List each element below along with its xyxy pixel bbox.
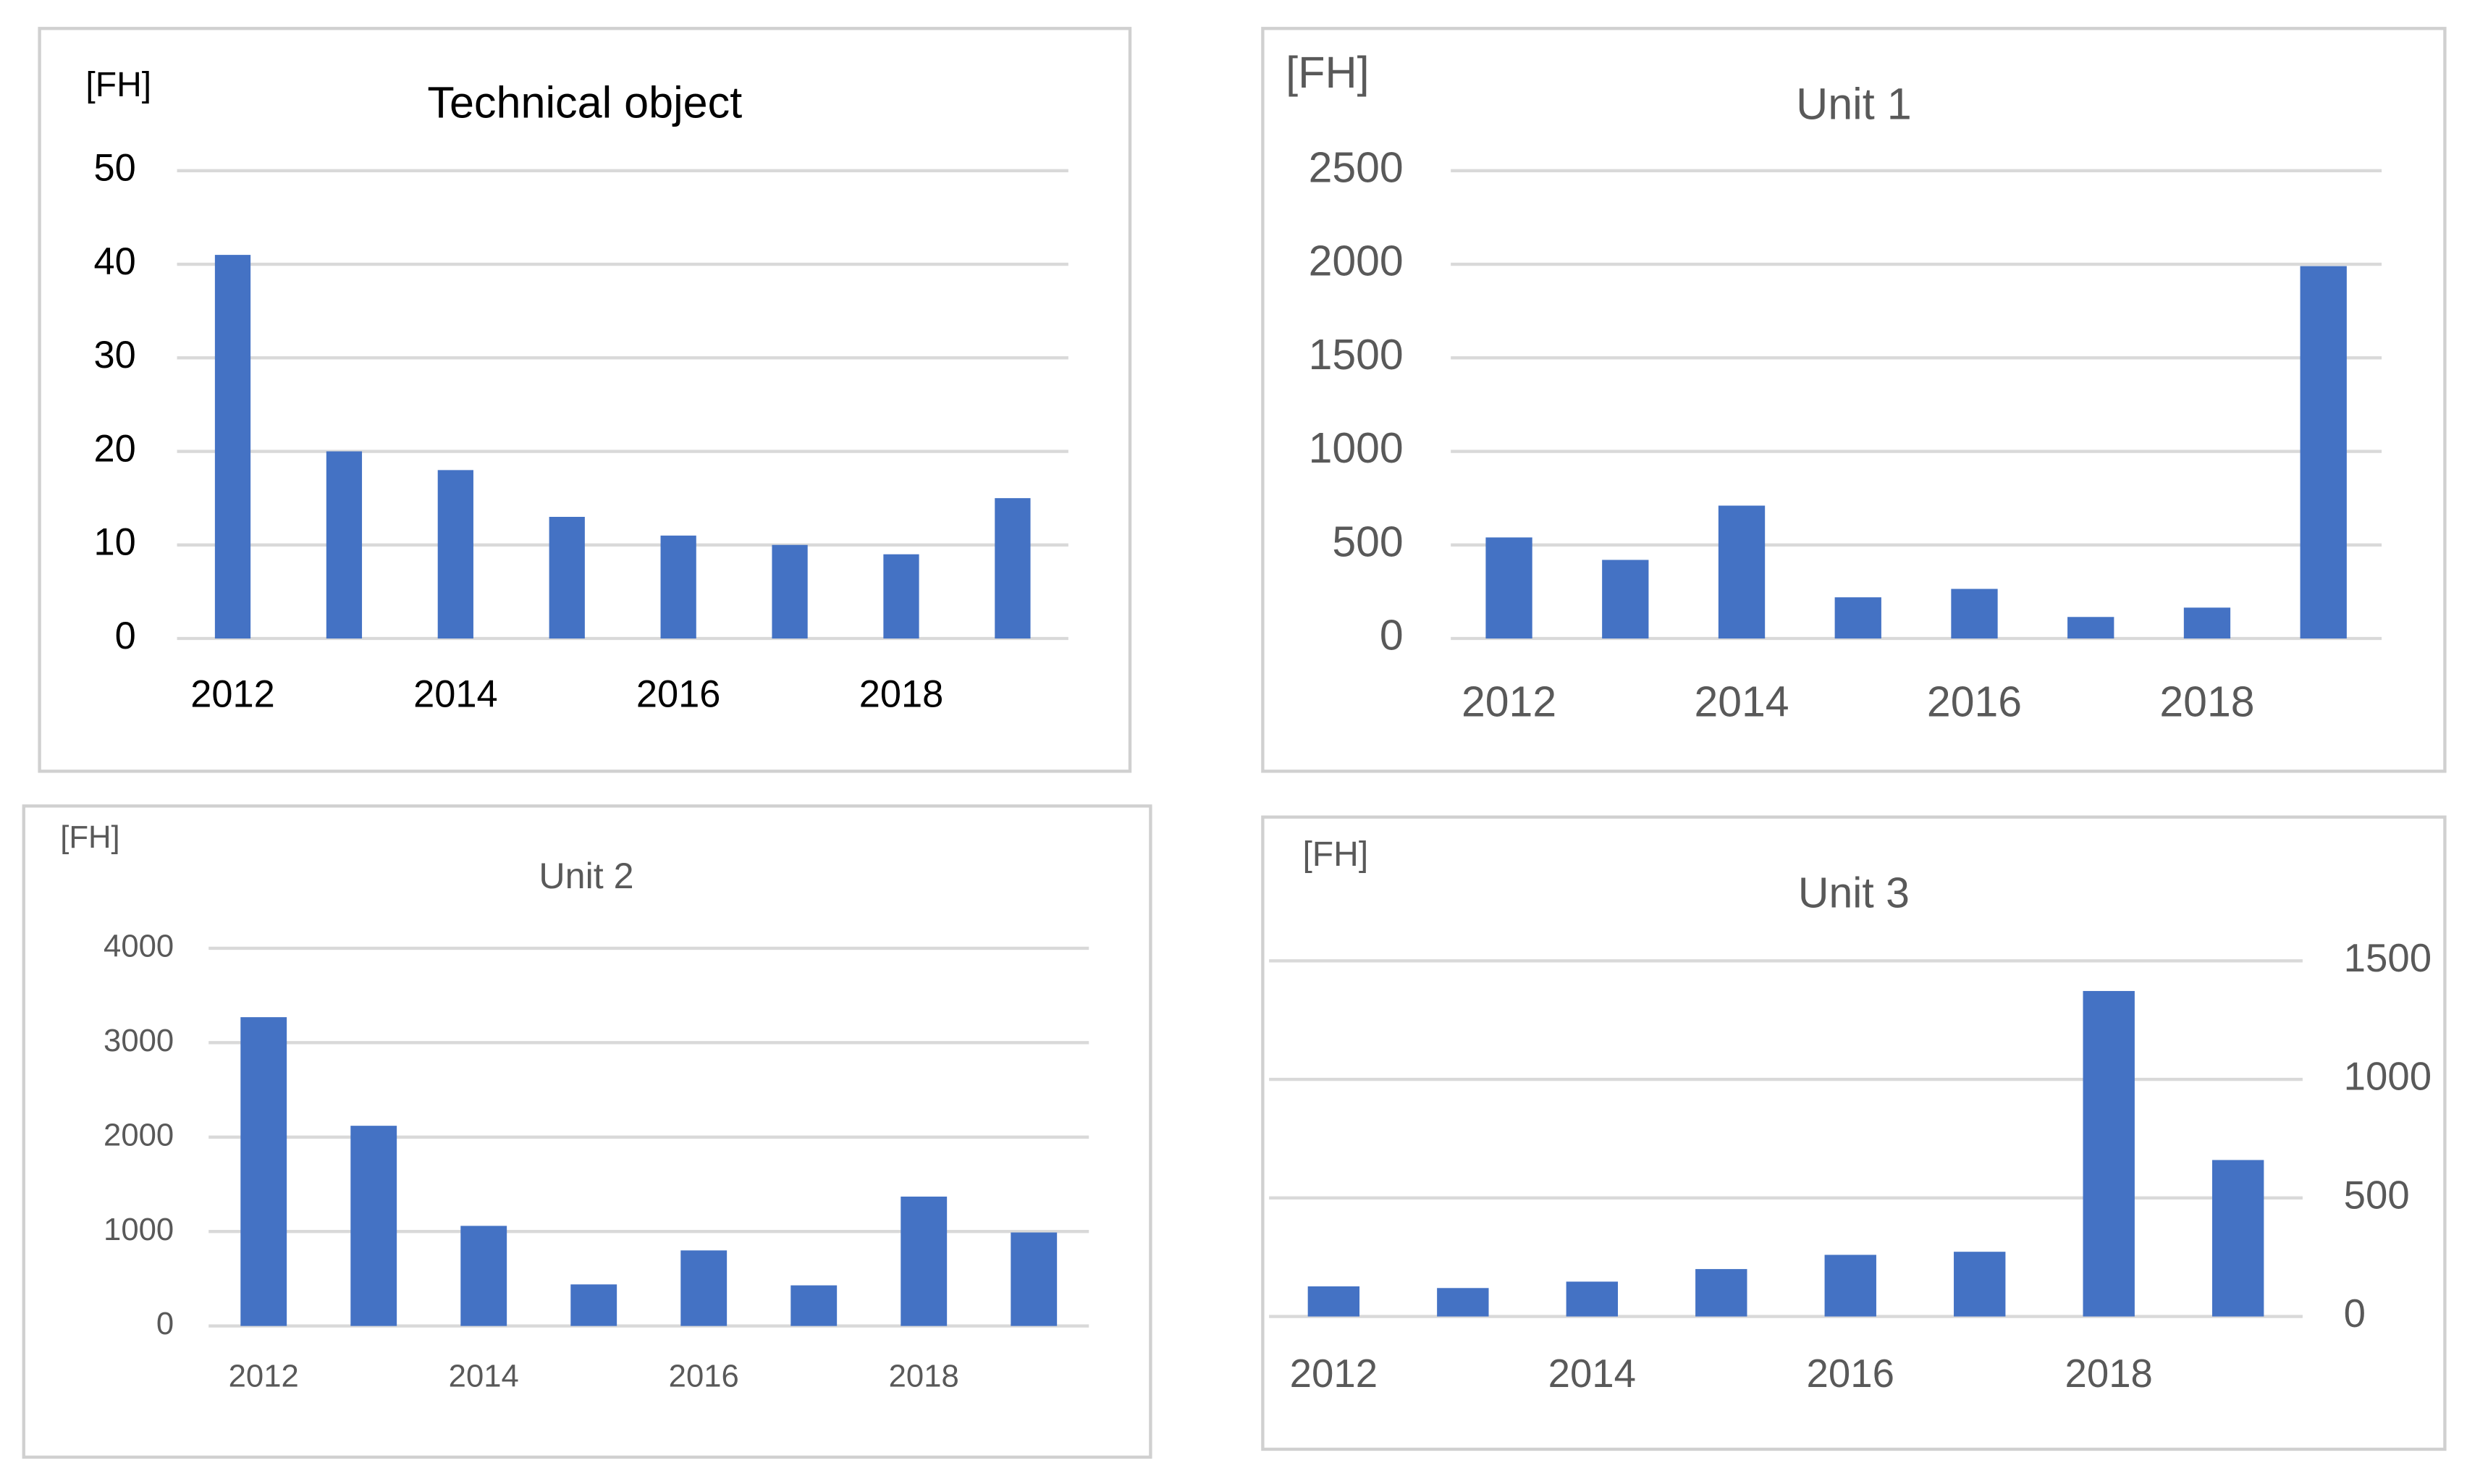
- y-tick-label: 1000: [2344, 1055, 2432, 1099]
- panel-frame: [1261, 815, 2447, 1451]
- chart-title: Unit 3: [1798, 869, 1910, 916]
- panel-frame: [38, 27, 1132, 773]
- bar: [214, 255, 251, 639]
- bar: [570, 1284, 617, 1326]
- bar: [2300, 266, 2347, 639]
- y-tick-label: 4000: [104, 928, 174, 964]
- chart-panel: Unit 3 [FH] 0 500 1000 1500 2012 2014 2016 2018: [1261, 815, 2447, 1451]
- x-tick-label: 2012: [1290, 1352, 1378, 1396]
- y-tick-label: 20: [94, 428, 136, 470]
- x-tick-label: 2016: [636, 674, 721, 716]
- y-axis-label: [FH]: [85, 66, 151, 104]
- bar: [680, 1250, 728, 1326]
- bar: [2067, 617, 2114, 639]
- bar: [883, 554, 919, 639]
- x-tick-label: 2018: [2065, 1352, 2153, 1396]
- bar: [460, 1226, 507, 1326]
- bar: [1485, 537, 1532, 639]
- y-tick-label: 0: [1380, 612, 1404, 659]
- y-tick-label: 50: [94, 148, 136, 190]
- y-tick-label: 500: [2344, 1173, 2410, 1217]
- x-tick-label: 2016: [669, 1358, 739, 1394]
- y-axis-label: [FH]: [60, 819, 119, 855]
- x-tick-label: 2014: [413, 674, 498, 716]
- x-tick-label: 2014: [1548, 1352, 1636, 1396]
- bar: [1951, 589, 1998, 639]
- bar: [772, 544, 808, 639]
- x-tick-label: 2018: [859, 674, 944, 716]
- x-tick-label: 2014: [1694, 678, 1789, 725]
- y-tick-label: 1000: [1309, 425, 1404, 472]
- bar: [240, 1017, 287, 1326]
- y-tick-label: 500: [1332, 518, 1403, 565]
- y-tick-label: 10: [94, 522, 136, 564]
- bar: [2083, 990, 2135, 1317]
- x-tick-label: 2012: [1462, 678, 1556, 725]
- panel-frame: [1261, 27, 2447, 773]
- bar: [1437, 1288, 1489, 1317]
- x-tick-label: 2018: [889, 1358, 959, 1394]
- bar: [1307, 1286, 1360, 1317]
- bar: [1824, 1255, 1876, 1317]
- x-tick-label: 2014: [449, 1358, 519, 1394]
- chart-title: Unit 2: [539, 856, 633, 896]
- bar: [2183, 607, 2231, 639]
- y-tick-label: 40: [94, 241, 136, 283]
- y-axis-label: [FH]: [1302, 835, 1368, 874]
- y-tick-label: 1500: [1309, 332, 1404, 379]
- x-tick-label: 2012: [190, 674, 275, 716]
- y-axis-label: [FH]: [1286, 48, 1369, 97]
- x-tick-label: 2016: [1927, 678, 2022, 725]
- bar: [790, 1285, 838, 1326]
- bar: [1011, 1232, 1058, 1326]
- bar: [1834, 597, 1881, 639]
- y-tick-label: 2500: [1309, 144, 1404, 191]
- x-tick-label: 2016: [1807, 1352, 1894, 1396]
- y-tick-label: 1000: [104, 1212, 174, 1247]
- chart-panel: Technical object [FH] 0 10 20 30 40 50 2012 2014 2…: [38, 27, 1132, 773]
- x-tick-label: 2012: [229, 1358, 299, 1394]
- y-tick-label: 0: [156, 1306, 174, 1341]
- bar: [2211, 1160, 2264, 1317]
- bar: [1718, 505, 1766, 639]
- chart-panel: Unit 1 [FH] 0 500 1000 1500 2000 2500 2012 2014 20…: [1261, 27, 2447, 773]
- panel-frame: [22, 804, 1152, 1459]
- bar: [995, 498, 1031, 639]
- bar: [549, 516, 585, 639]
- chart-title: Technical object: [427, 77, 742, 127]
- y-tick-label: 1500: [2344, 936, 2432, 980]
- bar: [326, 451, 363, 639]
- bar: [660, 535, 696, 639]
- bar: [437, 470, 473, 639]
- bar: [350, 1126, 397, 1326]
- y-tick-label: 2000: [1309, 238, 1404, 285]
- y-tick-label: 3000: [104, 1023, 174, 1058]
- bar: [1602, 560, 1649, 639]
- y-tick-label: 30: [94, 334, 136, 376]
- bar: [1566, 1281, 1619, 1317]
- x-tick-label: 2018: [2159, 678, 2254, 725]
- y-tick-label: 0: [2344, 1291, 2366, 1336]
- y-tick-label: 2000: [104, 1117, 174, 1152]
- bar: [901, 1196, 948, 1326]
- y-tick-label: 0: [115, 615, 136, 657]
- bar: [1954, 1252, 2006, 1317]
- chart-panel: Unit 2 [FH] 0 1000 2000 3000 4000 2012 2014 2016 2…: [22, 804, 1152, 1459]
- chart-title: Unit 1: [1796, 80, 1912, 129]
- bar: [1695, 1269, 1747, 1317]
